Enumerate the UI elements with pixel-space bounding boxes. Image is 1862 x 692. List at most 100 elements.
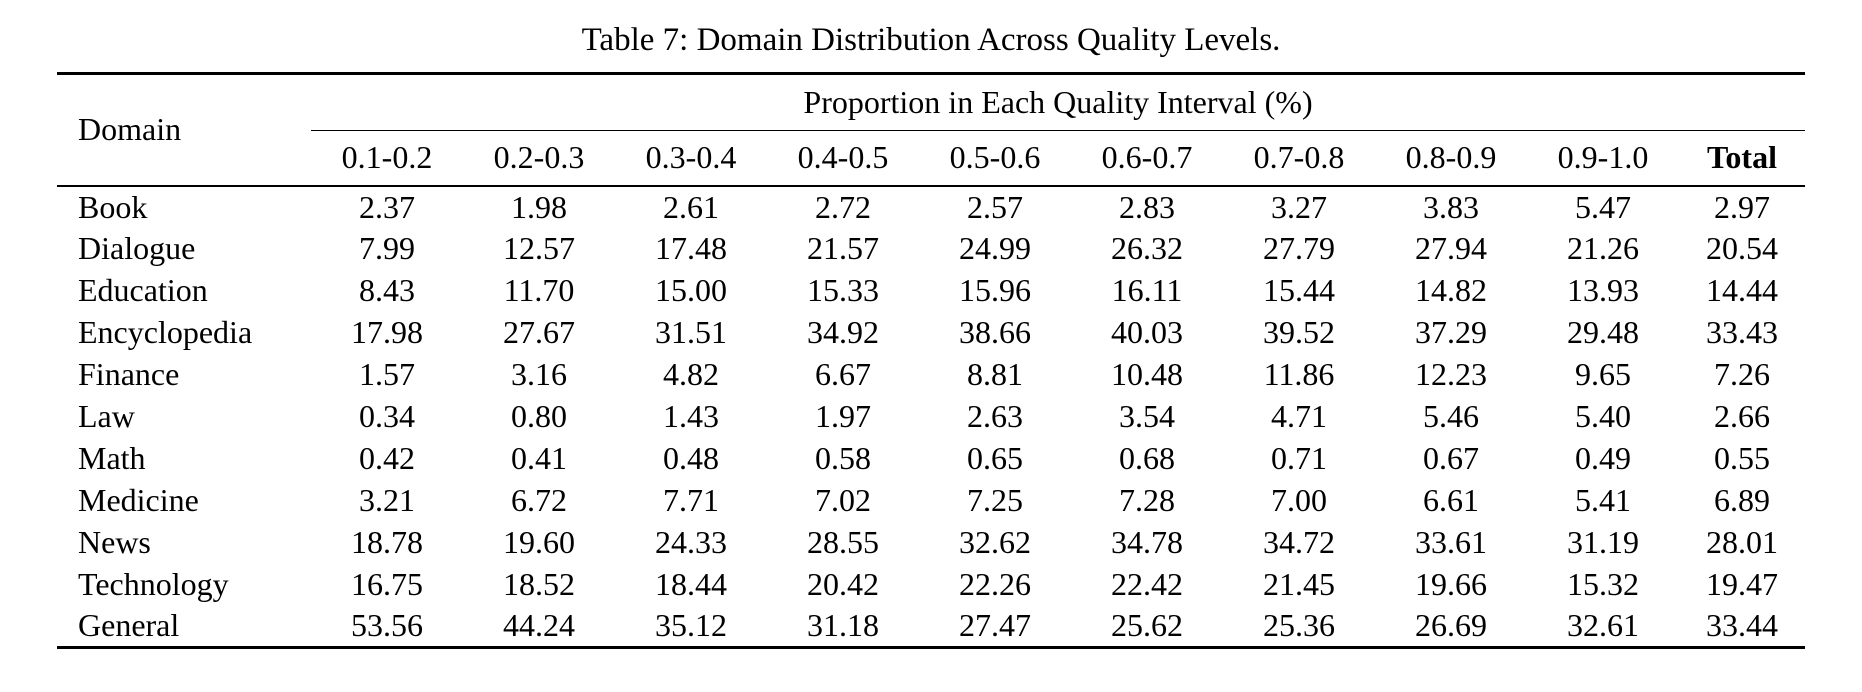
value-cell: 0.49: [1575, 440, 1631, 476]
domain-cell: General: [78, 607, 180, 644]
interval-column-header: 0.5-0.6: [919, 130, 1071, 187]
value-cell: 21.45: [1263, 566, 1335, 602]
value-cell: 22.42: [1111, 566, 1183, 602]
value-cell: 25.36: [1263, 607, 1335, 644]
value-cell: 0.68: [1119, 440, 1175, 476]
value-cell: 11.86: [1263, 356, 1335, 392]
value-cell: 2.72: [815, 188, 871, 225]
value-cell: 27.79: [1263, 230, 1335, 266]
interval-column-header: 0.1-0.2: [311, 130, 463, 187]
value-cell: 0.80: [511, 398, 567, 434]
interval-header-row: 0.1-0.2 0.2-0.3 0.3-0.4 0.4-0.5 0.5-0.6 0.6-0…: [57, 130, 1805, 187]
table-row: Technology 16.75 18.52 18.44 20.42 22.26 22.42…: [57, 564, 1805, 606]
value-cell: 21.26: [1567, 230, 1639, 266]
value-cell: 17.48: [655, 230, 727, 266]
value-cell: 5.46: [1423, 398, 1479, 434]
value-cell: 0.67: [1423, 440, 1479, 476]
value-cell: 22.26: [959, 566, 1031, 602]
domain-cell: Book: [78, 188, 148, 225]
value-cell: 53.56: [351, 607, 423, 644]
value-cell: 19.66: [1415, 566, 1487, 602]
table-header: Domain Proportion in Each Quality Interv…: [57, 73, 1805, 187]
total-cell: 33.44: [1706, 607, 1778, 644]
value-cell: 8.43: [359, 272, 415, 308]
value-cell: 1.43: [663, 398, 719, 434]
total-cell: 33.43: [1706, 314, 1778, 350]
value-cell: 25.62: [1111, 607, 1183, 644]
value-cell: 17.98: [351, 314, 423, 350]
total-cell: 19.47: [1706, 566, 1778, 602]
domain-distribution-table: Domain Proportion in Each Quality Interv…: [57, 72, 1805, 649]
value-cell: 1.97: [815, 398, 871, 434]
table-row: Encyclopedia 17.98 27.67 31.51 34.92 38.66 40.…: [57, 312, 1805, 354]
value-cell: 5.40: [1575, 398, 1631, 434]
value-cell: 8.81: [967, 356, 1023, 392]
interval-column-header: 0.9-1.0: [1527, 130, 1679, 187]
value-cell: 4.82: [663, 356, 719, 392]
domain-cell: News: [78, 524, 151, 560]
domain-cell: Education: [78, 272, 208, 308]
value-cell: 11.70: [503, 272, 575, 308]
value-cell: 20.42: [807, 566, 879, 602]
total-cell: 14.44: [1706, 272, 1778, 308]
value-cell: 27.67: [503, 314, 575, 350]
value-cell: 39.52: [1263, 314, 1335, 350]
value-cell: 3.27: [1271, 188, 1327, 225]
table-body: Book 2.37 1.98 2.61 2.72 2.57 2.83 3.27 3.83 5.47…: [57, 186, 1805, 648]
interval-column-header: 0.4-0.5: [767, 130, 919, 187]
table-row: General 53.56 44.24 35.12 31.18 27.47 25.62 25.…: [57, 606, 1805, 648]
value-cell: 0.34: [359, 398, 415, 434]
value-cell: 37.29: [1415, 314, 1487, 350]
value-cell: 16.75: [351, 566, 423, 602]
value-cell: 15.00: [655, 272, 727, 308]
total-cell: 2.66: [1714, 398, 1770, 434]
value-cell: 2.61: [663, 188, 719, 225]
value-cell: 14.82: [1415, 272, 1487, 308]
value-cell: 12.23: [1415, 356, 1487, 392]
table-caption: Table 7: Domain Distribution Across Qual…: [581, 22, 1281, 58]
value-cell: 6.61: [1423, 482, 1479, 518]
value-cell: 31.18: [807, 607, 879, 644]
value-cell: 5.41: [1575, 482, 1631, 518]
value-cell: 1.98: [511, 188, 567, 225]
total-cell: 20.54: [1706, 230, 1778, 266]
value-cell: 24.33: [655, 524, 727, 560]
interval-column-header: 0.2-0.3: [463, 130, 615, 187]
domain-cell: Math: [78, 440, 146, 476]
value-cell: 18.78: [351, 524, 423, 560]
value-cell: 44.24: [503, 607, 575, 644]
total-cell: 0.55: [1714, 440, 1770, 476]
value-cell: 7.71: [663, 482, 719, 518]
domain-cell: Dialogue: [78, 230, 196, 266]
value-cell: 31.19: [1567, 524, 1639, 560]
total-column-header: Total: [1679, 130, 1805, 187]
value-cell: 29.48: [1567, 314, 1639, 350]
value-cell: 15.44: [1263, 272, 1335, 308]
value-cell: 0.42: [359, 440, 415, 476]
value-cell: 34.72: [1263, 524, 1335, 560]
table-row: News 18.78 19.60 24.33 28.55 32.62 34.78 34.72 3…: [57, 522, 1805, 564]
value-cell: 7.02: [815, 482, 871, 518]
value-cell: 2.83: [1119, 188, 1175, 225]
value-cell: 32.62: [959, 524, 1031, 560]
value-cell: 7.99: [359, 230, 415, 266]
value-cell: 2.37: [359, 188, 415, 225]
value-cell: 26.69: [1415, 607, 1487, 644]
table-row: Medicine 3.21 6.72 7.71 7.02 7.25 7.28 7.00 6.61…: [57, 480, 1805, 522]
value-cell: 0.48: [663, 440, 719, 476]
interval-column-header: 0.6-0.7: [1071, 130, 1223, 187]
domain-cell: Medicine: [78, 482, 199, 518]
interval-column-header: 0.3-0.4: [615, 130, 767, 187]
value-cell: 24.99: [959, 230, 1031, 266]
value-cell: 40.03: [1111, 314, 1183, 350]
value-cell: 3.83: [1423, 188, 1479, 225]
value-cell: 0.58: [815, 440, 871, 476]
value-cell: 3.16: [511, 356, 567, 392]
value-cell: 34.78: [1111, 524, 1183, 560]
value-cell: 1.57: [359, 356, 415, 392]
value-cell: 15.96: [959, 272, 1031, 308]
value-cell: 7.25: [967, 482, 1023, 518]
domain-cell: Law: [78, 398, 135, 434]
span-header-row: Domain Proportion in Each Quality Interv…: [57, 73, 1805, 187]
value-cell: 3.54: [1119, 398, 1175, 434]
